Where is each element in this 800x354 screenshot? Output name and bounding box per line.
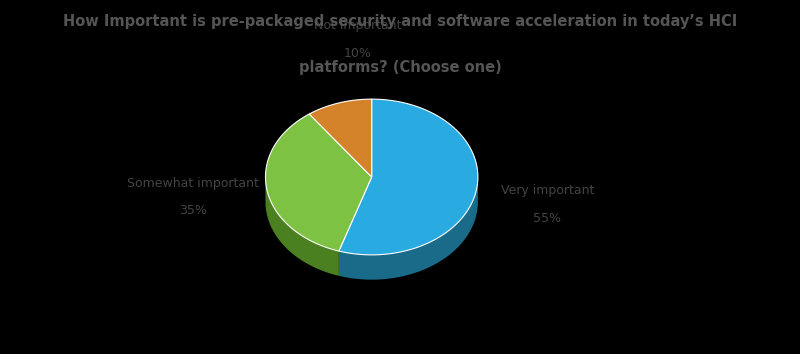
Text: 35%: 35% [178,205,206,217]
Text: Somewhat important: Somewhat important [126,177,258,190]
Polygon shape [339,99,478,255]
Polygon shape [339,177,478,280]
Text: 55%: 55% [534,212,562,224]
Text: Very important: Very important [501,184,594,198]
Text: How Important is pre-packaged security and software acceleration in today’s HCI: How Important is pre-packaged security a… [63,14,737,29]
Polygon shape [266,177,339,276]
Polygon shape [310,99,372,177]
Text: 10%: 10% [344,47,372,59]
Text: Not important: Not important [314,19,402,33]
Polygon shape [266,114,372,251]
Text: platforms? (Choose one): platforms? (Choose one) [298,60,502,75]
